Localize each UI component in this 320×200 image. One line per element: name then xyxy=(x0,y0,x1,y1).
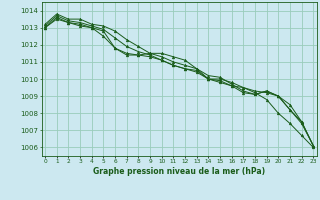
X-axis label: Graphe pression niveau de la mer (hPa): Graphe pression niveau de la mer (hPa) xyxy=(93,167,265,176)
